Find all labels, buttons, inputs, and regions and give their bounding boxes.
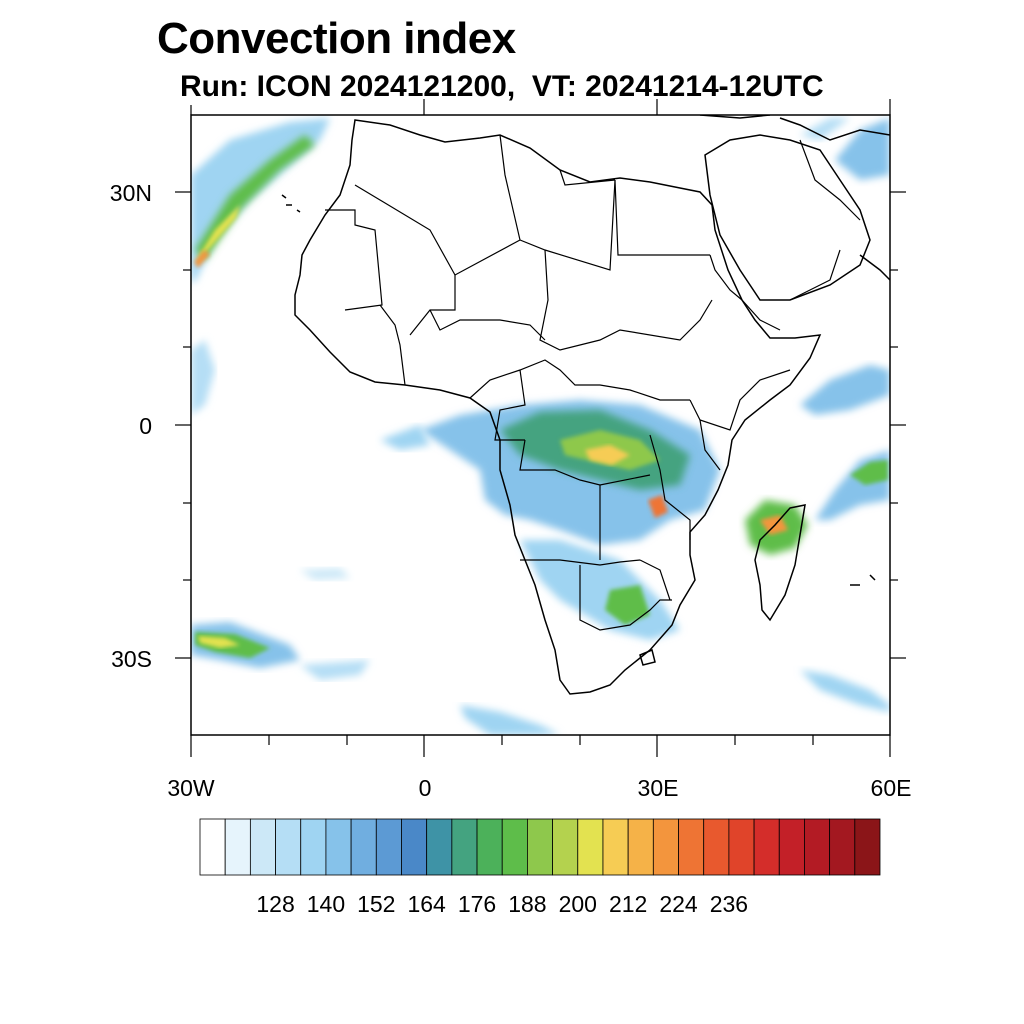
colorbar-swatch [401,818,428,876]
colorbar-tick-label: 164 [407,891,446,917]
colorbar-swatch [602,818,629,876]
chart-subtitle: Run: ICON 2024121200, VT: 20241214-12UTC [180,70,824,103]
lat-label-30n: 30N [109,180,152,206]
axis-ticks [175,99,906,757]
colorbar-swatch [426,818,453,876]
colorbar [199,818,881,876]
colorbar-tick-label: 212 [609,891,647,917]
colorbar-swatch [778,818,805,876]
colorbar-swatch [678,818,705,876]
country-borders [325,134,861,631]
colorbar-swatch [829,818,856,876]
colorbar-swatch [728,818,755,876]
colorbar-swatch [350,818,377,876]
lon-label-60e: 60E [870,775,912,801]
madagascar-coastline [754,504,806,622]
arabia-coastline [704,134,871,301]
colorbar-swatch [451,818,478,876]
colorbar-tick-label: 236 [710,891,748,917]
colorbar-swatch [300,818,327,876]
colorbar-swatch [501,818,528,876]
colorbar-swatch [325,818,352,876]
colorbar-tick-label: 200 [559,891,597,917]
lon-label-30w: 30W [167,775,215,801]
colorbar-swatch [275,818,302,876]
colorbar-tick-label: 152 [357,891,395,917]
colorbar-swatch [552,818,579,876]
colorbar-swatch [753,818,780,876]
colorbar-tick-label: 188 [508,891,546,917]
colorbar-swatch [627,818,654,876]
colorbar-swatch [375,818,402,876]
colorbar-tick-label: 176 [458,891,496,917]
colorbar-tick-label: 128 [256,891,294,917]
colorbar-labels: 128 140 152 164 176 188 200 212 224 236 [256,891,748,917]
lat-label-30s: 30S [111,646,152,672]
lon-label-30e: 30E [637,775,679,801]
colorbar-swatch [527,818,553,876]
colorbar-swatch [804,818,831,876]
africa-coastline [294,119,822,695]
colorbar-swatch [224,818,251,876]
coastlines [281,115,890,695]
colorbar-swatch [703,818,730,876]
colorbar-swatch [476,818,503,876]
chart-title: Convection index [157,14,516,63]
colorbar-swatch [652,818,679,876]
colorbar-tick-label: 224 [659,891,698,917]
colorbar-swatch [199,818,226,876]
colorbar-tick-label: 140 [307,891,345,917]
lat-label-0: 0 [139,413,152,439]
colorbar-swatch [854,818,881,876]
convection-field [191,118,890,735]
colorbar-swatch [577,818,604,876]
lon-label-0: 0 [418,775,432,801]
colorbar-swatch [249,818,276,876]
